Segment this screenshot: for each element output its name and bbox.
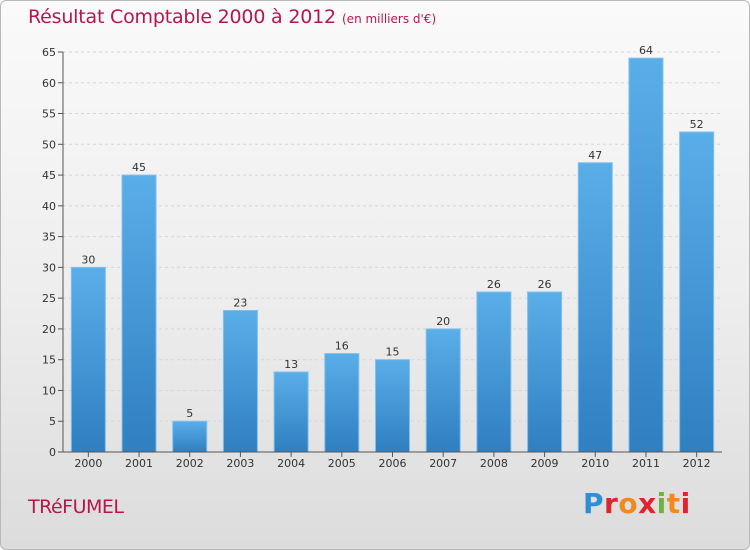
x-tick-label: 2010 bbox=[581, 457, 609, 470]
bar-2006[interactable] bbox=[375, 359, 410, 453]
bar-value-label: 5 bbox=[186, 407, 193, 420]
x-tick-label: 2012 bbox=[683, 457, 711, 470]
bar-value-label: 23 bbox=[233, 296, 247, 309]
x-tick-label: 2001 bbox=[125, 457, 153, 470]
x-tick-label: 2004 bbox=[277, 457, 305, 470]
y-tick-label: 10 bbox=[42, 384, 56, 397]
x-tick-label: 2003 bbox=[226, 457, 254, 470]
bar-2001[interactable] bbox=[121, 174, 157, 453]
bar-2009[interactable] bbox=[527, 291, 563, 453]
y-tick-label: 60 bbox=[42, 77, 56, 90]
x-tick-label: 2007 bbox=[429, 457, 457, 470]
bar-2003[interactable] bbox=[222, 309, 258, 453]
y-tick-label: 45 bbox=[42, 169, 56, 182]
y-tick-label: 40 bbox=[42, 200, 56, 213]
bar-value-label: 26 bbox=[487, 278, 501, 291]
proxiti-logo[interactable]: Proxiti bbox=[583, 487, 691, 520]
bar-2010[interactable] bbox=[577, 162, 613, 453]
logo-letter: o bbox=[618, 487, 639, 520]
bar-value-label: 20 bbox=[436, 315, 450, 328]
bar-value-label: 64 bbox=[639, 44, 653, 57]
y-tick-label: 25 bbox=[42, 292, 56, 305]
bar-value-label: 15 bbox=[386, 346, 400, 359]
chart-title: Résultat Comptable 2000 à 2012 bbox=[28, 6, 336, 28]
bar-2000[interactable] bbox=[70, 266, 106, 453]
logo-letter: r bbox=[604, 487, 619, 520]
y-tick-label: 20 bbox=[42, 323, 56, 336]
bar-2007[interactable] bbox=[425, 328, 461, 453]
logo-letter: P bbox=[583, 487, 605, 520]
x-tick-label: 2005 bbox=[328, 457, 356, 470]
x-tick-label: 2008 bbox=[480, 457, 508, 470]
y-tick-label: 5 bbox=[49, 415, 56, 428]
bar-value-label: 13 bbox=[284, 358, 298, 371]
y-tick-label: 65 bbox=[42, 46, 56, 59]
x-tick-label: 2000 bbox=[74, 457, 102, 470]
logo-letter: t bbox=[666, 487, 681, 520]
y-tick-label: 55 bbox=[42, 108, 56, 121]
logo-letter: i bbox=[680, 487, 691, 520]
place-name: TRéFUMEL bbox=[28, 496, 124, 518]
chart-subtitle: (en milliers d'€) bbox=[342, 12, 437, 26]
x-tick-label: 2009 bbox=[531, 457, 559, 470]
bar-value-label: 16 bbox=[335, 340, 349, 353]
bar-value-label: 52 bbox=[690, 118, 704, 131]
bar-2002[interactable] bbox=[172, 420, 208, 453]
bar-value-label: 45 bbox=[132, 161, 146, 174]
bar-value-label: 47 bbox=[588, 149, 602, 162]
bar-2004[interactable] bbox=[273, 371, 309, 453]
logo-letter: x bbox=[638, 487, 657, 520]
logo-letter: i bbox=[656, 487, 667, 520]
bar-2012[interactable] bbox=[679, 131, 715, 453]
bar-value-label: 26 bbox=[538, 278, 552, 291]
x-tick-label: 2011 bbox=[632, 457, 660, 470]
x-tick-label: 2002 bbox=[176, 457, 204, 470]
y-tick-label: 30 bbox=[42, 261, 56, 274]
y-tick-label: 0 bbox=[49, 446, 56, 459]
y-tick-label: 50 bbox=[42, 138, 56, 151]
bar-2005[interactable] bbox=[324, 353, 360, 453]
bar-2008[interactable] bbox=[476, 291, 512, 453]
y-tick-label: 35 bbox=[42, 231, 56, 244]
y-tick-label: 15 bbox=[42, 354, 56, 367]
x-tick-label: 2006 bbox=[379, 457, 407, 470]
bar-2011[interactable] bbox=[628, 57, 664, 453]
bar-value-label: 30 bbox=[81, 253, 95, 266]
